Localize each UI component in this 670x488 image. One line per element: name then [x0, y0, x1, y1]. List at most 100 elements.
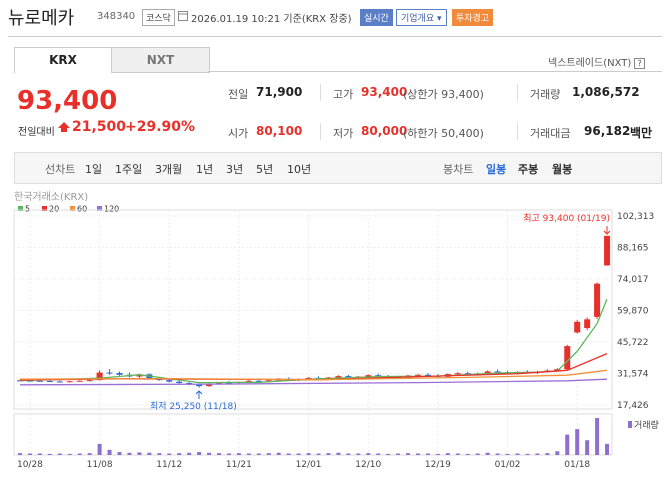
tab-krx[interactable]: KRX — [14, 47, 112, 73]
cell-unit: 백만 — [630, 126, 653, 140]
y-tick-label: 31,574 — [617, 369, 649, 379]
company-button[interactable]: 기업개요 ▾ — [396, 9, 447, 26]
candle-body — [365, 375, 372, 377]
candle-body — [424, 374, 431, 376]
volume-bar — [296, 453, 301, 455]
volume-bar — [475, 453, 480, 455]
x-tick-label: 12/19 — [425, 460, 451, 470]
period-button[interactable]: 주봉 — [518, 163, 539, 176]
volume-bar — [147, 452, 152, 455]
timestamp: 2026.01.19 10:21 기준(KRX 장중) — [191, 14, 352, 25]
candle-body — [166, 380, 173, 382]
volume-bar — [246, 453, 251, 455]
candle-body — [46, 381, 53, 383]
calendar-icon — [178, 11, 188, 21]
legend-swatch — [70, 206, 75, 211]
cell-value: 96,182 — [584, 124, 631, 138]
period-button[interactable]: 1일 — [85, 163, 103, 176]
candle-body — [564, 346, 571, 370]
volume-bar — [27, 453, 32, 455]
nxt-link[interactable]: 넥스트레이드(NXT) ? — [548, 54, 645, 69]
warning-badge[interactable]: 투자경고 — [452, 9, 494, 26]
period-button[interactable]: 일봉 — [486, 163, 507, 176]
legend-label: 20 — [49, 205, 59, 214]
volume-bar — [535, 453, 540, 455]
volume-bar — [356, 453, 361, 455]
volume-bar — [465, 453, 470, 455]
volume-bar — [236, 453, 241, 455]
stock-name: 뉴로메카 — [8, 8, 75, 29]
volume-frame — [13, 413, 613, 456]
candle-body — [415, 374, 421, 376]
candle-body — [594, 283, 601, 317]
period-bar — [14, 152, 662, 184]
candle-body — [454, 373, 461, 375]
candle-body — [494, 371, 501, 373]
legend-label: 120 — [104, 205, 119, 214]
volume-bar — [266, 453, 271, 455]
candle-body — [196, 384, 203, 387]
volume-legend: 거래량 — [634, 419, 659, 431]
y-tick-label: 17,426 — [617, 401, 649, 411]
period-button[interactable]: 10년 — [287, 163, 312, 176]
y-tick-label: 88,165 — [617, 244, 649, 254]
candle-body — [245, 380, 252, 382]
high-note: 최고 93,400 (01/19) — [523, 213, 610, 224]
candle-body — [345, 376, 352, 378]
cell-label: 저가 — [333, 127, 354, 140]
volume-bar — [505, 453, 510, 455]
candle-body — [86, 380, 93, 382]
volume-bar — [276, 452, 281, 455]
candle-body — [375, 375, 382, 377]
legend-swatch — [18, 206, 23, 211]
period-button[interactable]: 월봉 — [552, 163, 573, 176]
volume-bar — [515, 453, 520, 455]
volume-bar — [595, 418, 600, 455]
cell-label: 거래량 — [530, 88, 561, 101]
period-button[interactable]: 3개월 — [155, 163, 183, 176]
volume-bar — [585, 440, 590, 455]
volume-bar — [445, 453, 450, 455]
tab-nxt[interactable]: NXT — [111, 47, 210, 73]
cell-value: 71,900 — [256, 85, 303, 99]
x-tick-label: 10/28 — [17, 460, 43, 470]
volume-bar — [425, 453, 430, 455]
y-tick-label: 45,722 — [617, 338, 649, 348]
volume-bar — [495, 453, 500, 455]
candle-body — [36, 380, 43, 382]
volume-bar — [485, 452, 490, 455]
candle-body — [554, 369, 561, 371]
cell-note: (상한가 93,400) — [403, 88, 484, 101]
legend-label: 60 — [77, 205, 87, 214]
moving-average — [19, 369, 608, 381]
volume-bar — [336, 452, 341, 455]
realtime-button[interactable]: 실시간 — [360, 9, 393, 26]
volume-bar — [18, 453, 22, 455]
period-button[interactable]: 3년 — [226, 163, 244, 176]
volume-bar — [157, 453, 162, 455]
volume-bar — [117, 452, 122, 455]
candle-body — [604, 235, 611, 266]
volume-bar — [47, 453, 52, 455]
period-button[interactable]: 1년 — [196, 163, 214, 176]
period-button[interactable]: 1주일 — [115, 163, 143, 176]
plot-frame — [13, 209, 613, 410]
high-arrow — [603, 226, 611, 235]
x-tick-label: 11/21 — [226, 460, 252, 470]
y-tick-label: 102,313 — [617, 212, 654, 222]
price: 93,400 — [17, 86, 118, 116]
cell-label: 거래대금 — [530, 127, 571, 140]
candle-body — [464, 373, 471, 375]
period-label: 봉차트 — [443, 163, 474, 176]
volume-bar — [67, 453, 72, 455]
period-button[interactable]: 5년 — [256, 163, 274, 176]
volume-bar — [217, 453, 221, 455]
volume-bar — [127, 452, 132, 455]
volume-bar — [167, 453, 172, 455]
candle-body — [96, 372, 103, 381]
volume-bar — [575, 429, 580, 455]
volume-bar — [286, 453, 291, 455]
volume-bar — [87, 453, 92, 455]
candle-body — [17, 380, 23, 382]
volume-swatch — [628, 421, 632, 428]
